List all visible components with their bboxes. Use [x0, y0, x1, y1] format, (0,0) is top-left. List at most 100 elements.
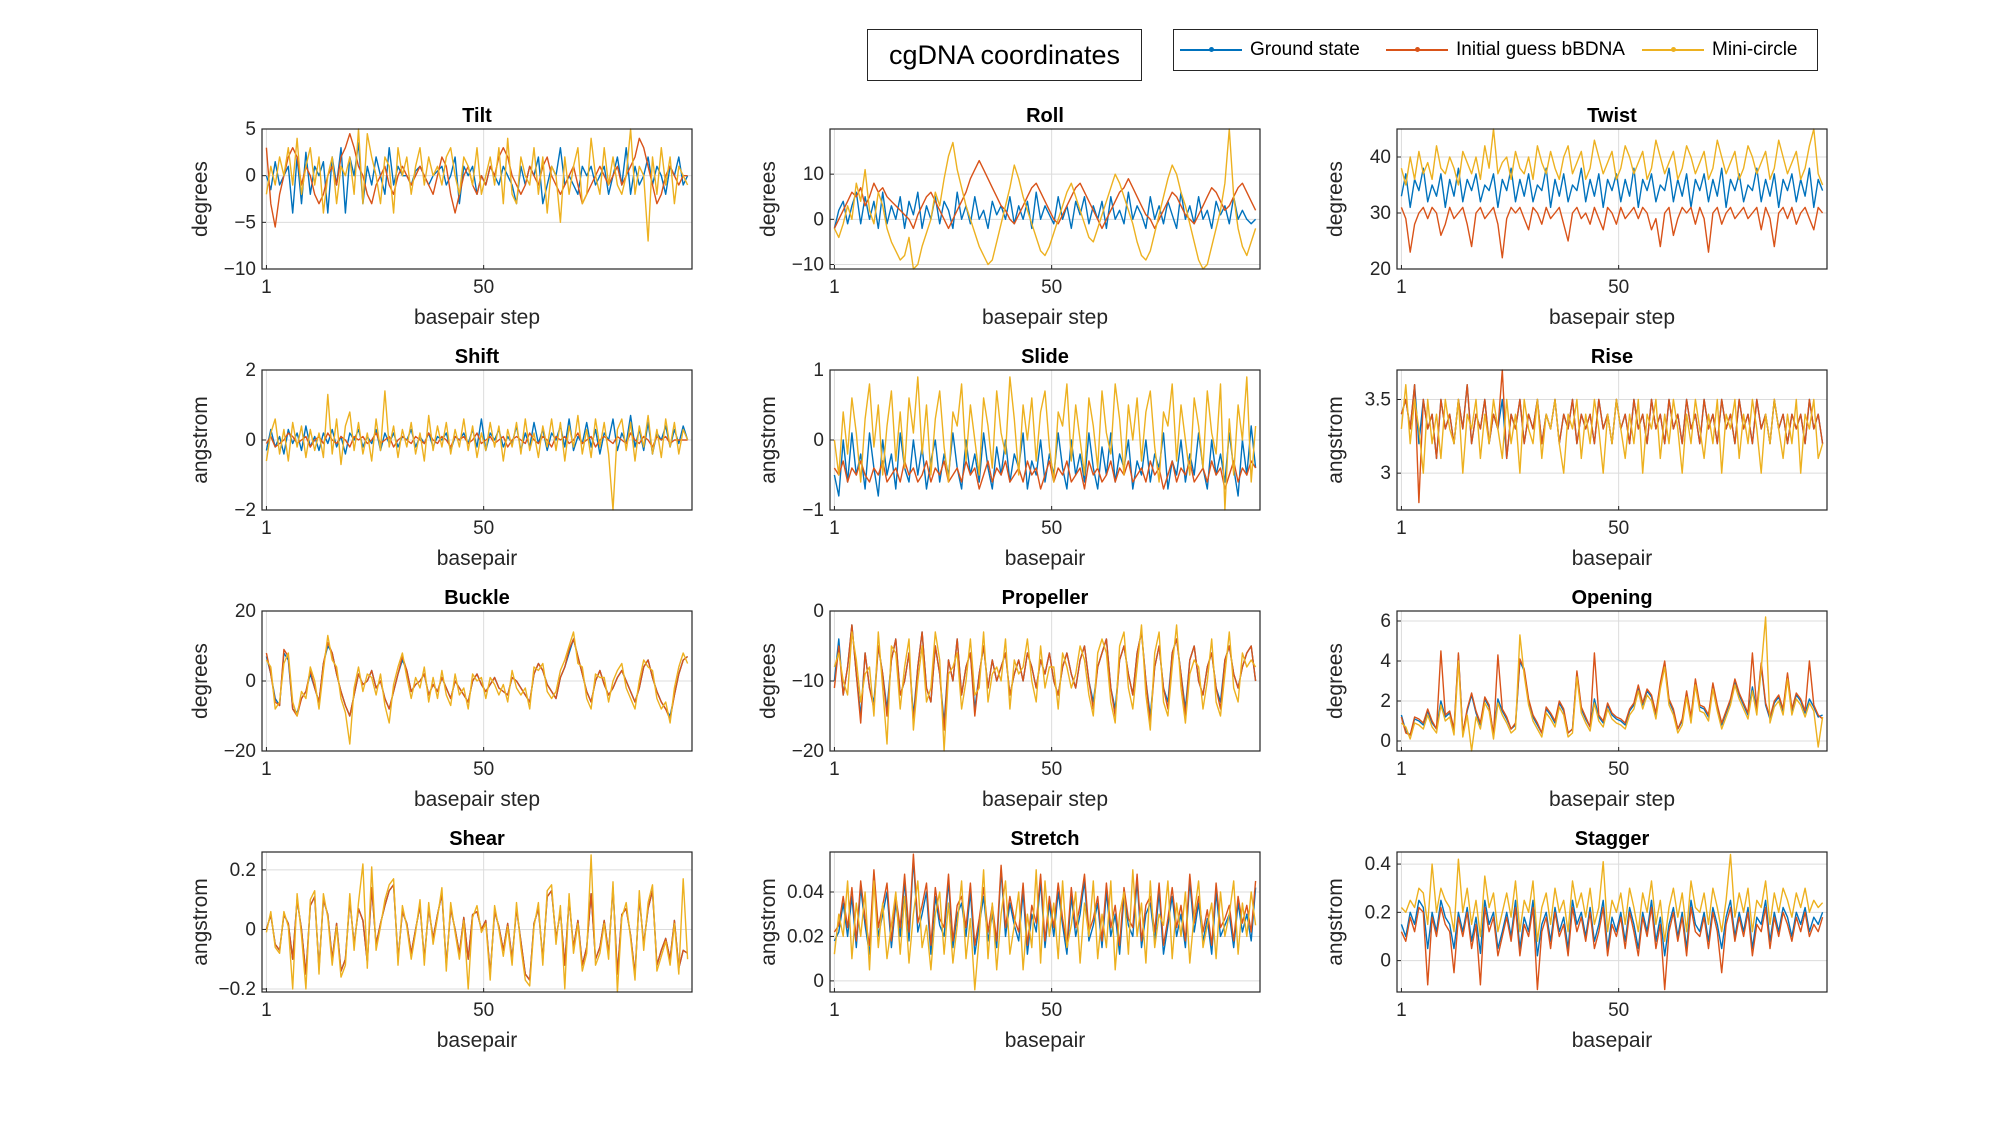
- stretch-xlabel: basepair: [1005, 1029, 1086, 1052]
- legend-item-mini-circle: Mini-circle: [1642, 30, 1798, 70]
- slide-ytick-label: 0: [813, 430, 824, 451]
- rise-axes-box: [1396, 369, 1828, 511]
- roll-series-mini-circle: [833, 128, 1257, 270]
- twist-axes-box: [1396, 128, 1828, 270]
- propeller-xtick-label: 1: [829, 759, 840, 780]
- buckle-series-mini-circle: [265, 631, 689, 745]
- stagger-ytick-label: 0: [1380, 951, 1391, 972]
- legend-item-initial-guess: Initial guess bBDNA: [1386, 30, 1625, 70]
- tilt-axes-box: [261, 128, 693, 270]
- tilt-xtick-label: 50: [473, 277, 494, 298]
- twist-series-mini-circle: [1400, 128, 1824, 186]
- panel-stagger: 1 50 0 0.2 0.4 Stagger basepair angstrom: [1324, 828, 1828, 1052]
- stretch-ytick-label: 0: [813, 971, 824, 992]
- tilt-series-mini-circle: [265, 128, 689, 242]
- tilt-ylabel: degrees: [189, 161, 212, 237]
- roll-xtick-label: 50: [1041, 277, 1062, 298]
- roll-ytick-label: −10: [792, 254, 824, 275]
- propeller-xlabel: basepair step: [982, 788, 1108, 811]
- shift-xtick-label: 1: [261, 518, 272, 539]
- tilt-ytick-label: 5: [245, 119, 256, 140]
- rise-ytick-label: 3.5: [1365, 389, 1391, 410]
- rise-xtick-label: 1: [1396, 518, 1407, 539]
- opening-ytick-label: 2: [1380, 691, 1391, 712]
- buckle-ytick-label: 20: [235, 601, 256, 622]
- stretch-series-mini-circle: [833, 869, 1257, 991]
- slide-series-mini-circle: [833, 376, 1257, 511]
- stretch-ytick-label: 0.02: [787, 926, 824, 947]
- shear-xlabel: basepair: [437, 1029, 518, 1052]
- stretch-series-initial-guess-bbdna: [833, 853, 1257, 946]
- slide-xtick-label: 50: [1041, 518, 1062, 539]
- panel-stretch: 1 50 0 0.02 0.04 Stretch basepair angstrom: [757, 828, 1261, 1052]
- tilt-ytick-label: 0: [245, 166, 256, 187]
- rise-title: Rise: [1591, 346, 1633, 368]
- roll-plot-area: [830, 129, 1260, 269]
- shear-ytick-label: 0: [245, 919, 256, 940]
- tilt-ytick-label: −10: [224, 259, 256, 280]
- shear-title: Shear: [449, 828, 505, 850]
- buckle-xtick-label: 1: [261, 759, 272, 780]
- stretch-ytick-label: 0.04: [787, 882, 824, 903]
- shift-ytick-label: 0: [245, 430, 256, 451]
- opening-xlabel: basepair step: [1549, 788, 1675, 811]
- roll-ytick-label: 10: [803, 164, 824, 185]
- twist-ylabel: degrees: [1324, 161, 1347, 237]
- shear-series-initial-guess-bbdna: [265, 884, 688, 981]
- propeller-ytick-label: −20: [792, 741, 824, 762]
- rise-xtick-label: 50: [1608, 518, 1629, 539]
- opening-series-initial-guess-bbdna: [1400, 650, 1824, 736]
- rise-ylabel: angstrom: [1324, 396, 1347, 484]
- legend-label-mini-circle: Mini-circle: [1712, 39, 1798, 60]
- panel-twist: 1 50 20 30 40 Twist basepair step degrees: [1324, 105, 1828, 329]
- stagger-axes-box: [1396, 851, 1828, 993]
- panel-slide: 1 50 −1 0 1 Slide basepair angstrom: [757, 346, 1261, 570]
- opening-axes-box: [1396, 610, 1828, 752]
- shift-ytick-label: 2: [245, 360, 256, 381]
- rise-xlabel: basepair: [1572, 547, 1653, 570]
- shear-xtick-label: 50: [473, 1000, 494, 1021]
- panel-tilt: 1 50 −10 −5 0 5 Tilt basepair step degrees: [189, 105, 693, 329]
- roll-title: Roll: [1026, 105, 1064, 127]
- twist-title: Twist: [1587, 105, 1637, 127]
- shift-series-ground-state: [265, 414, 689, 455]
- propeller-ytick-label: −10: [792, 671, 824, 692]
- buckle-xlabel: basepair step: [414, 788, 540, 811]
- figure-title: cgDNA coordinates: [867, 29, 1142, 81]
- roll-axes-box: [829, 128, 1261, 270]
- legend-swatch-ground-state: [1180, 47, 1242, 52]
- roll-series-initial-guess-bbdna: [833, 159, 1257, 230]
- slide-ytick-label: −1: [802, 500, 824, 521]
- opening-ylabel: degrees: [1324, 643, 1347, 719]
- legend-label-ground-state: Ground state: [1250, 39, 1360, 60]
- twist-ytick-label: 30: [1370, 203, 1391, 224]
- opening-ytick-label: 6: [1380, 611, 1391, 632]
- stretch-xtick-label: 1: [829, 1000, 840, 1021]
- shear-ytick-label: 0.2: [230, 860, 256, 881]
- rise-series-mini-circle: [1400, 384, 1824, 474]
- buckle-xtick-label: 50: [473, 759, 494, 780]
- stagger-series-initial-guess-bbdna: [1400, 906, 1824, 991]
- buckle-ylabel: degrees: [189, 643, 212, 719]
- propeller-title: Propeller: [1002, 587, 1089, 609]
- roll-series-ground-state: [833, 191, 1257, 230]
- stagger-series-mini-circle: [1400, 853, 1824, 942]
- stretch-title: Stretch: [1011, 828, 1080, 850]
- tilt-xtick-label: 1: [261, 277, 272, 298]
- propeller-ytick-label: 0: [813, 601, 824, 622]
- panel-shift: 1 50 −2 0 2 Shift basepair angstrom: [189, 346, 693, 570]
- stretch-xtick-label: 50: [1041, 1000, 1062, 1021]
- buckle-title: Buckle: [444, 587, 510, 609]
- stretch-ylabel: angstrom: [757, 878, 780, 966]
- panel-shear: 1 50 −0.2 0 0.2 Shear basepair angstrom: [189, 828, 693, 1052]
- panel-buckle: 1 50 −20 0 20 Buckle basepair step degrees: [189, 587, 693, 811]
- stagger-ytick-label: 0.2: [1365, 902, 1391, 923]
- shift-xtick-label: 50: [473, 518, 494, 539]
- opening-ytick-label: 4: [1380, 651, 1391, 672]
- stagger-xtick-label: 1: [1396, 1000, 1407, 1021]
- legend-label-initial-guess: Initial guess bBDNA: [1456, 39, 1625, 60]
- panel-opening: 1 50 0 2 4 6 Opening basepair step degrees: [1324, 587, 1828, 811]
- twist-xlabel: basepair step: [1549, 306, 1675, 329]
- opening-title: Opening: [1571, 587, 1652, 609]
- panel-roll: 1 50 −10 0 10 Roll basepair step degrees: [757, 105, 1261, 329]
